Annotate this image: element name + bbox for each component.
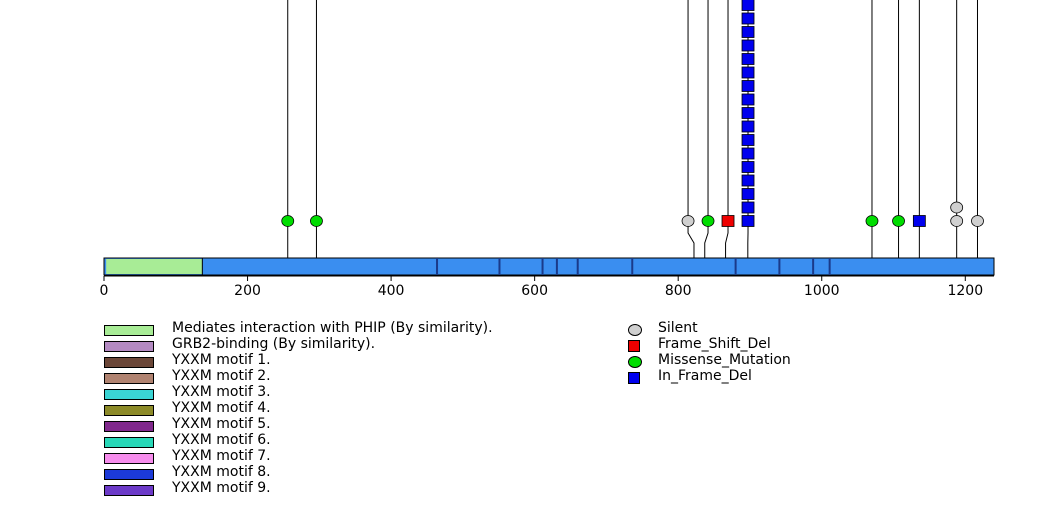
legend-swatch xyxy=(104,357,154,368)
legend-label: Frame_Shift_Del xyxy=(658,336,771,352)
legend-label: YXXM motif 5. xyxy=(172,416,271,432)
legend-swatch xyxy=(104,485,154,496)
legend-label: YXXM motif 3. xyxy=(172,384,271,400)
mutation-stem xyxy=(704,0,709,258)
x-tick-label: 600 xyxy=(521,283,548,299)
legend-swatch xyxy=(104,373,154,384)
mutation-marker xyxy=(741,147,755,160)
legend-label: YXXM motif 4. xyxy=(172,400,271,416)
mutation-marker xyxy=(741,80,755,92)
domain-region xyxy=(106,259,203,274)
x-tick-label: 400 xyxy=(378,283,405,299)
mutation-marker xyxy=(741,201,755,214)
mutation-marker xyxy=(721,215,735,227)
legend-label: YXXM motif 9. xyxy=(172,480,271,496)
mutation-marker xyxy=(950,201,964,214)
mutation-stem xyxy=(725,0,729,258)
mutation-marker xyxy=(741,188,755,200)
legend-swatch xyxy=(104,437,154,448)
mutation-marker xyxy=(741,174,755,187)
legend-swatch xyxy=(104,453,154,464)
mutation-stem xyxy=(687,0,695,258)
mutation-marker xyxy=(741,12,755,25)
mutation-marker xyxy=(741,134,755,146)
mutation-marker xyxy=(741,39,755,52)
mutation-marker xyxy=(741,215,755,227)
mutation-marker xyxy=(741,0,755,11)
mutation-marker xyxy=(310,215,323,227)
mutation-marker xyxy=(912,215,926,227)
legend-label: Mediates interaction with PHIP (By simil… xyxy=(172,320,493,336)
mutation-marker xyxy=(865,215,879,227)
mutation-marker xyxy=(281,215,295,227)
legend-label: In_Frame_Del xyxy=(658,368,752,384)
x-tick-label: 0 xyxy=(100,283,109,299)
legend-swatch xyxy=(104,469,154,480)
mutation-marker xyxy=(950,215,964,227)
mutation-marker xyxy=(971,215,984,227)
mutation-marker xyxy=(681,215,695,227)
legend-label: Missense_Mutation xyxy=(658,352,791,368)
mutation-marker xyxy=(741,66,755,79)
mutation-marker xyxy=(892,215,905,227)
x-tick-label: 800 xyxy=(665,283,692,299)
square-icon xyxy=(628,340,640,352)
mutation-marker xyxy=(741,93,755,106)
legend-swatch xyxy=(104,405,154,416)
circle-icon xyxy=(628,324,642,336)
legend-swatch xyxy=(104,389,154,400)
mutation-marker xyxy=(741,107,755,119)
legend-label: YXXM motif 1. xyxy=(172,352,271,368)
legend-swatch xyxy=(104,341,154,352)
legend-swatch xyxy=(104,421,154,432)
x-tick-label: 200 xyxy=(234,283,261,299)
x-tick-label: 1000 xyxy=(804,283,840,299)
legend-label: YXXM motif 2. xyxy=(172,368,271,384)
legend-label: YXXM motif 8. xyxy=(172,464,271,480)
legend-label: YXXM motif 6. xyxy=(172,432,271,448)
mutation-marker xyxy=(701,215,715,227)
protein-bar xyxy=(103,257,995,276)
legend-label: YXXM motif 7. xyxy=(172,448,271,464)
legend-label: Silent xyxy=(658,320,698,336)
square-icon xyxy=(628,372,640,384)
mutation-marker xyxy=(741,53,755,65)
x-tick-label: 1200 xyxy=(947,283,983,299)
mutation-marker xyxy=(741,120,755,133)
mutation-marker xyxy=(741,161,755,173)
legend-swatch xyxy=(104,325,154,336)
mutation-marker xyxy=(741,26,755,38)
circle-icon xyxy=(628,356,642,368)
legend-label: GRB2-binding (By similarity). xyxy=(172,336,376,352)
